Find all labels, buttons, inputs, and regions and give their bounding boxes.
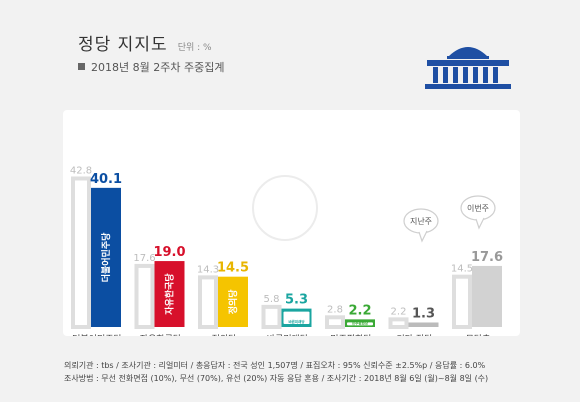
value-label-previous-3: 5.8 xyxy=(264,294,280,305)
value-label-current-5: 1.3 xyxy=(412,306,435,321)
value-label-current-6: 17.6 xyxy=(471,250,503,265)
value-label-previous-1: 17.6 xyxy=(133,253,155,264)
bar-previous-6 xyxy=(452,274,472,329)
party-logo-2: 정의당 xyxy=(227,289,239,315)
bar-previous-0 xyxy=(71,176,91,330)
party-logo-4: 민주평화당 xyxy=(352,320,369,325)
category-label-2: 정의당 xyxy=(212,334,237,336)
value-label-previous-0: 42.8 xyxy=(70,165,92,176)
national-assembly-logo-icon xyxy=(425,47,511,89)
footer-survey-method: 조사방법 : 무선 전화면접 (10%), 무선 (70%), 유선 (20%)… xyxy=(64,374,489,383)
value-label-previous-2: 14.3 xyxy=(197,264,219,275)
speech-bubble-tail-1 xyxy=(475,217,485,230)
party-logo-badge-4 xyxy=(347,322,373,326)
bar-previous-1 xyxy=(134,263,155,329)
chart-title: 정당 지지도 xyxy=(78,35,168,55)
bar-previous-4 xyxy=(325,315,345,329)
chart-subtitle: 2018년 8월 2주차 주중집계 xyxy=(78,59,224,75)
bar-current-6 xyxy=(472,265,502,327)
speech-bubble-tail-0 xyxy=(418,230,428,243)
bar-current-2 xyxy=(218,276,248,327)
bar-previous-3 xyxy=(261,304,282,329)
bar-current-1 xyxy=(154,261,185,327)
chart-panel: 42.8 40.1 더불어민주당 17.6 19.0 자유한국당 14.3 14.5 정의당 5.… xyxy=(63,110,520,336)
category-label-5: 기타 정당 xyxy=(397,334,433,336)
bar-current-5 xyxy=(408,322,439,327)
value-label-previous-5: 2.2 xyxy=(391,306,407,317)
category-label-4: 민주평화당 xyxy=(330,334,371,336)
subtitle-text: 2018년 8월 2주차 주중집계 xyxy=(91,61,225,74)
unit-label: 단위 : % xyxy=(177,43,212,53)
watermark-seal-icon xyxy=(252,175,318,241)
party-logo-1: 자유한국당 xyxy=(164,273,176,315)
speech-bubble-label-0: 지난주 xyxy=(410,217,432,226)
value-label-current-2: 14.5 xyxy=(217,261,249,276)
footer-survey-info: 의뢰기관 : tbs / 조사기관 : 리얼미터 / 총응답자 : 전국 성인 … xyxy=(64,361,486,370)
party-logo-badge-3 xyxy=(283,311,310,324)
title-block: 정당 지지도 단위 : % xyxy=(78,30,212,55)
value-label-current-1: 19.0 xyxy=(153,245,185,260)
value-label-current-0: 40.1 xyxy=(90,172,122,187)
category-label-0: 더불어민주당 xyxy=(72,334,122,336)
category-label-6: 무당층 xyxy=(466,334,491,336)
bar-previous-5 xyxy=(388,317,409,329)
square-bullet-icon xyxy=(78,63,85,70)
category-label-3: 바른미래당 xyxy=(267,334,308,336)
speech-bubble-label-1: 이번주 xyxy=(467,203,489,213)
bar-current-0 xyxy=(91,187,121,327)
value-label-previous-6: 14.5 xyxy=(451,264,473,275)
party-logo-0: 더불어민주당 xyxy=(100,232,112,282)
party-logo-3: 바른미래당 xyxy=(288,319,305,324)
value-label-current-4: 2.2 xyxy=(348,303,371,318)
value-label-previous-4: 2.8 xyxy=(327,304,343,315)
value-label-current-3: 5.3 xyxy=(285,293,308,308)
category-label-1: 자유한국당 xyxy=(140,334,181,336)
bar-previous-2 xyxy=(198,275,218,329)
